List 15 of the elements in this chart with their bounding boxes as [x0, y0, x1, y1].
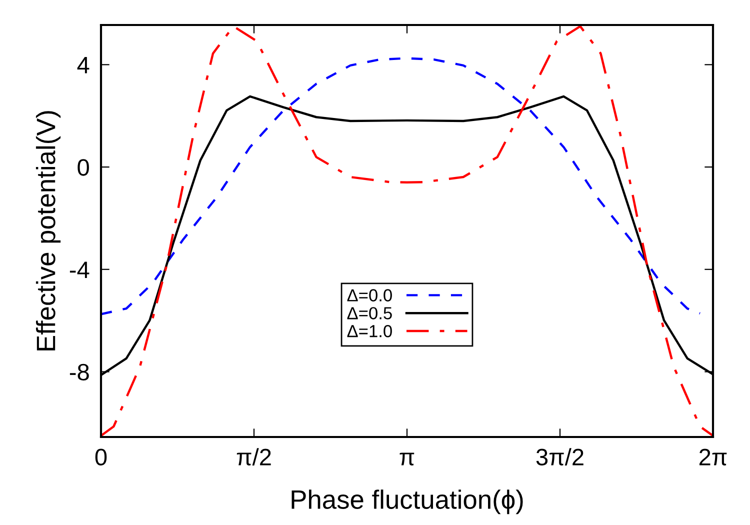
y-tick-label: -8 — [70, 364, 89, 381]
legend-label: Δ=0.0 — [347, 289, 392, 302]
x-tick-label: 0 — [95, 448, 107, 466]
x-tick-label: 3π/2 — [536, 448, 584, 466]
x-tick-label: π — [400, 452, 414, 466]
legend-label: Δ=0.5 — [347, 307, 392, 320]
legend-label: Δ=1.0 — [347, 324, 392, 338]
y-tick-label: 4 — [77, 56, 90, 74]
x-tick-label: π/2 — [236, 448, 271, 466]
y-tick-label: -4 — [70, 262, 90, 278]
x-tick-label: 2π — [699, 448, 727, 466]
line-series — [101, 25, 713, 437]
x-axis-title: Phase fluctuation(ϕ) — [292, 490, 523, 514]
y-axis-title: Effective potential(V) — [36, 111, 61, 350]
y-tick-label: 0 — [78, 159, 89, 176]
